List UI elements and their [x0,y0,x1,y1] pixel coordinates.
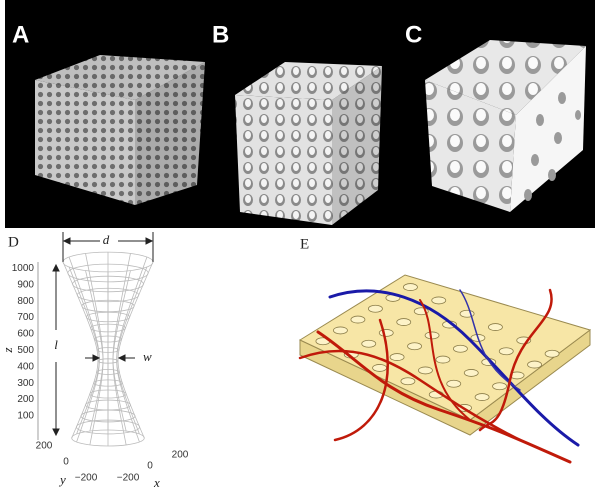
hole [333,327,347,334]
annotation: d [103,232,110,247]
hole [362,340,376,347]
panel-label: D [8,234,19,250]
hole [545,350,559,357]
x-tick-label: −200 [117,473,140,484]
hole [488,324,502,331]
hole [432,297,446,304]
panel-label: C [405,21,422,48]
cube-b [235,62,382,225]
hole [373,364,387,371]
panel-label: A [12,21,29,48]
y-tick-label: 0 [63,457,69,468]
axis-label: x [153,475,160,490]
hole [390,354,404,361]
z-tick-label: 500 [17,345,34,356]
panel-label: B [212,21,229,48]
hole [403,284,417,291]
x-tick-label: 200 [172,450,189,461]
hole [351,316,365,323]
z-tick-label: 1000 [12,263,35,274]
hole [475,394,489,401]
hole [499,348,513,355]
axis-label: z [0,347,15,353]
z-tick-label: 300 [17,378,34,389]
z-tick-label: 600 [17,329,34,340]
hole [464,369,478,376]
z-tick-label: 200 [17,394,34,405]
hole [528,361,542,368]
hole [418,367,432,374]
hole [425,332,439,339]
hole [401,378,415,385]
z-tick-label: 900 [17,279,34,290]
annotation: w [143,349,152,364]
hole [397,319,411,326]
y-tick-label: −200 [75,473,98,484]
dimension-arrows [53,232,153,435]
hole [436,356,450,363]
annotation: l [54,337,58,352]
z-tick-label: 800 [17,296,34,307]
hole [408,343,422,350]
hole [447,380,461,387]
hole [368,305,382,312]
axis-label: y [58,472,66,487]
panel-label: E [300,236,309,252]
z-tick-label: 100 [17,411,34,422]
meridian [69,267,99,442]
hole [379,329,393,336]
figure: A B C D d l w z y x E 100 200 300 400 500 600… [0,0,600,490]
x-tick-label: 0 [147,461,153,472]
hole [453,345,467,352]
y-tick-label: 200 [36,441,53,452]
z-tick-label: 400 [17,361,34,372]
z-tick-label: 700 [17,312,34,323]
hole [493,383,507,390]
cube-a [35,55,205,205]
